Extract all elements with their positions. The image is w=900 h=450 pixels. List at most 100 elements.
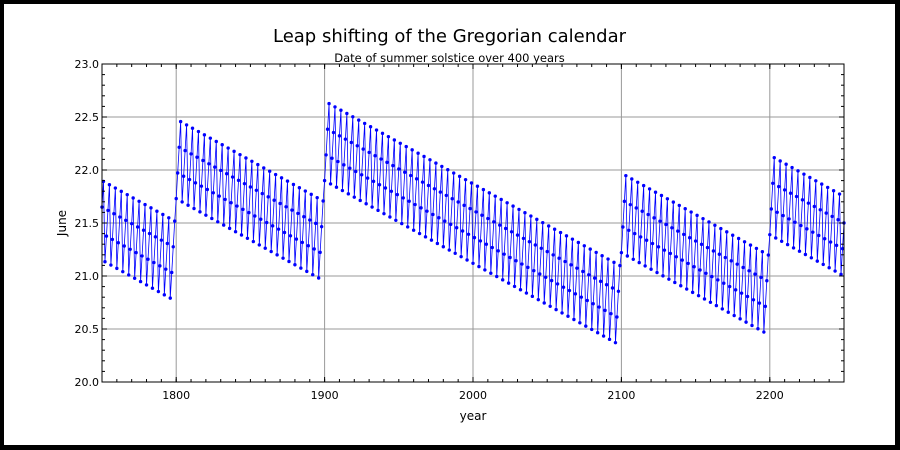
data-point: [817, 233, 821, 238]
data-point: [189, 152, 193, 156]
data-point: [282, 230, 287, 235]
data-point: [410, 148, 414, 152]
data-point: [750, 323, 754, 328]
data-point: [690, 290, 695, 295]
data-point: [239, 233, 244, 237]
data-point: [631, 257, 635, 261]
data-point: [598, 279, 603, 284]
data-point: [416, 151, 420, 155]
data-point: [303, 189, 308, 193]
data-point: [486, 216, 490, 221]
series-layer: [100, 101, 846, 345]
data-point: [530, 294, 535, 299]
data-point: [150, 286, 155, 290]
data-point: [771, 181, 775, 186]
data-point: [820, 182, 824, 186]
data-point: [386, 134, 391, 139]
data-point: [788, 191, 793, 195]
data-point: [818, 208, 822, 212]
data-point: [198, 210, 202, 214]
x-axis-label: year: [460, 409, 487, 423]
data-point: [805, 227, 809, 231]
data-point: [521, 236, 526, 241]
data-point: [125, 192, 129, 197]
data-point: [597, 305, 601, 309]
data-point: [300, 240, 305, 245]
data-point: [536, 297, 540, 302]
data-point: [290, 208, 294, 212]
data-point: [830, 214, 834, 219]
data-point: [389, 189, 394, 194]
data-point: [622, 199, 627, 204]
data-point: [609, 311, 613, 316]
data-point: [156, 289, 161, 294]
data-point: [638, 235, 643, 239]
data-point: [483, 268, 487, 272]
data-point: [492, 220, 496, 224]
data-point: [192, 206, 196, 211]
data-point: [103, 260, 107, 264]
data-point: [164, 267, 168, 271]
data-point: [159, 238, 164, 242]
data-point: [716, 278, 720, 282]
data-point: [279, 176, 284, 180]
data-point: [236, 178, 241, 183]
data-point: [129, 221, 134, 226]
data-point: [275, 253, 279, 257]
data-point: [244, 156, 248, 160]
data-point: [777, 184, 781, 189]
data-point: [505, 201, 509, 205]
data-point: [739, 291, 744, 295]
data-point: [840, 246, 845, 251]
data-point: [432, 187, 437, 191]
data-point: [116, 240, 121, 245]
data-point: [791, 246, 796, 250]
data-point: [811, 230, 815, 234]
data-point: [717, 252, 722, 256]
data-point: [673, 280, 677, 285]
data-point: [257, 243, 261, 247]
data-point: [607, 337, 612, 342]
data-point: [499, 197, 503, 202]
plot-svg: 1800 1900 2000 2100 2200 20.0 20.5 21.0 21.5 22.0…: [55, 58, 846, 423]
data-point: [612, 260, 616, 265]
data-point: [668, 251, 673, 256]
data-point: [158, 264, 162, 268]
data-point: [214, 139, 218, 144]
data-point: [392, 138, 397, 142]
data-point: [509, 230, 514, 234]
data-point: [336, 159, 340, 164]
y-tick-label: 20.5: [75, 323, 100, 336]
data-point: [443, 219, 447, 223]
data-point: [219, 168, 223, 173]
data-point: [518, 288, 523, 292]
data-point: [757, 301, 762, 305]
data-point: [423, 235, 428, 239]
data-point: [293, 263, 297, 267]
data-point: [527, 240, 532, 244]
data-point: [297, 186, 302, 190]
data-point: [658, 219, 662, 223]
data-point: [763, 304, 768, 309]
data-point: [333, 105, 337, 109]
data-point: [496, 249, 500, 253]
data-point: [167, 216, 171, 220]
data-point: [346, 192, 351, 196]
data-point: [256, 162, 260, 167]
data-point: [495, 274, 499, 279]
data-point: [462, 203, 466, 208]
data-point: [417, 231, 422, 236]
data-point: [247, 210, 251, 215]
data-point: [312, 247, 316, 251]
data-point: [263, 246, 267, 250]
data-point: [796, 169, 800, 173]
data-point: [276, 227, 281, 231]
data-point: [238, 152, 242, 157]
data-point: [122, 244, 126, 248]
data-point: [266, 195, 270, 199]
data-point: [422, 154, 426, 159]
data-point: [168, 296, 172, 300]
data-point: [284, 205, 288, 209]
data-point: [437, 216, 441, 220]
data-point: [511, 204, 515, 208]
